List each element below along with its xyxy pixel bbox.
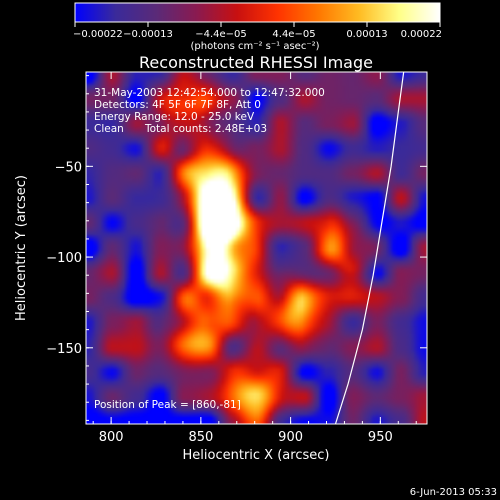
solar-limb-curve <box>334 72 405 424</box>
x-axis-label: Heliocentric X (arcsec) <box>183 448 330 463</box>
colorbar-tick-label: −0.00013 <box>123 29 173 40</box>
time-range-annotation: 31-May-2003 12:42:54.000 to 12:47:32.000 <box>94 87 325 99</box>
colorbar-ticks: −0.00022 −0.00013 −4.4e−05 4.4e−05 0.00013 0.… <box>73 22 442 40</box>
colorbar-tick-label: 4.4e−05 <box>272 29 315 40</box>
colorbar-units-label: (photons cm⁻² s⁻¹ asec⁻²) <box>190 41 319 52</box>
y-tick-label: −150 <box>46 342 82 357</box>
colorbar-tick-label: 0.00022 <box>401 29 442 40</box>
x-tick-label: 900 <box>278 430 303 445</box>
x-tick-label: 800 <box>99 430 124 445</box>
y-axis-ticks: −50 −100 −150 <box>46 75 427 421</box>
x-tick-label: 850 <box>188 430 213 445</box>
energy-range-annotation: Energy Range: 12.0 - 25.0 keV <box>94 111 255 123</box>
y-axis-label: Heliocentric Y (arcsec) <box>14 175 29 321</box>
x-tick-label: 950 <box>368 430 393 445</box>
x-axis-ticks: 800 850 900 950 <box>92 72 417 445</box>
peak-position-annotation: Position of Peak = [860,-81] <box>94 399 241 411</box>
chart-title: Reconstructed RHESSI Image <box>139 53 373 72</box>
algorithm-annotation: Clean <box>94 123 124 135</box>
colorbar <box>74 2 441 23</box>
colorbar-tick-label: 0.00013 <box>346 29 387 40</box>
footer-date: 6-Jun-2013 05:33 <box>410 487 497 498</box>
plot-frame <box>85 71 428 425</box>
y-tick-label: −50 <box>55 160 82 175</box>
total-counts-annotation: Total counts: 2.48E+03 <box>144 123 267 135</box>
y-tick-label: −100 <box>46 251 82 266</box>
colorbar-tick-label: −0.00022 <box>73 29 123 40</box>
heatmap-image <box>86 72 427 424</box>
detectors-annotation: Detectors: 4F 5F 6F 7F 8F, Att 0 <box>94 99 261 111</box>
colorbar-tick-label: −4.4e−05 <box>195 29 247 40</box>
